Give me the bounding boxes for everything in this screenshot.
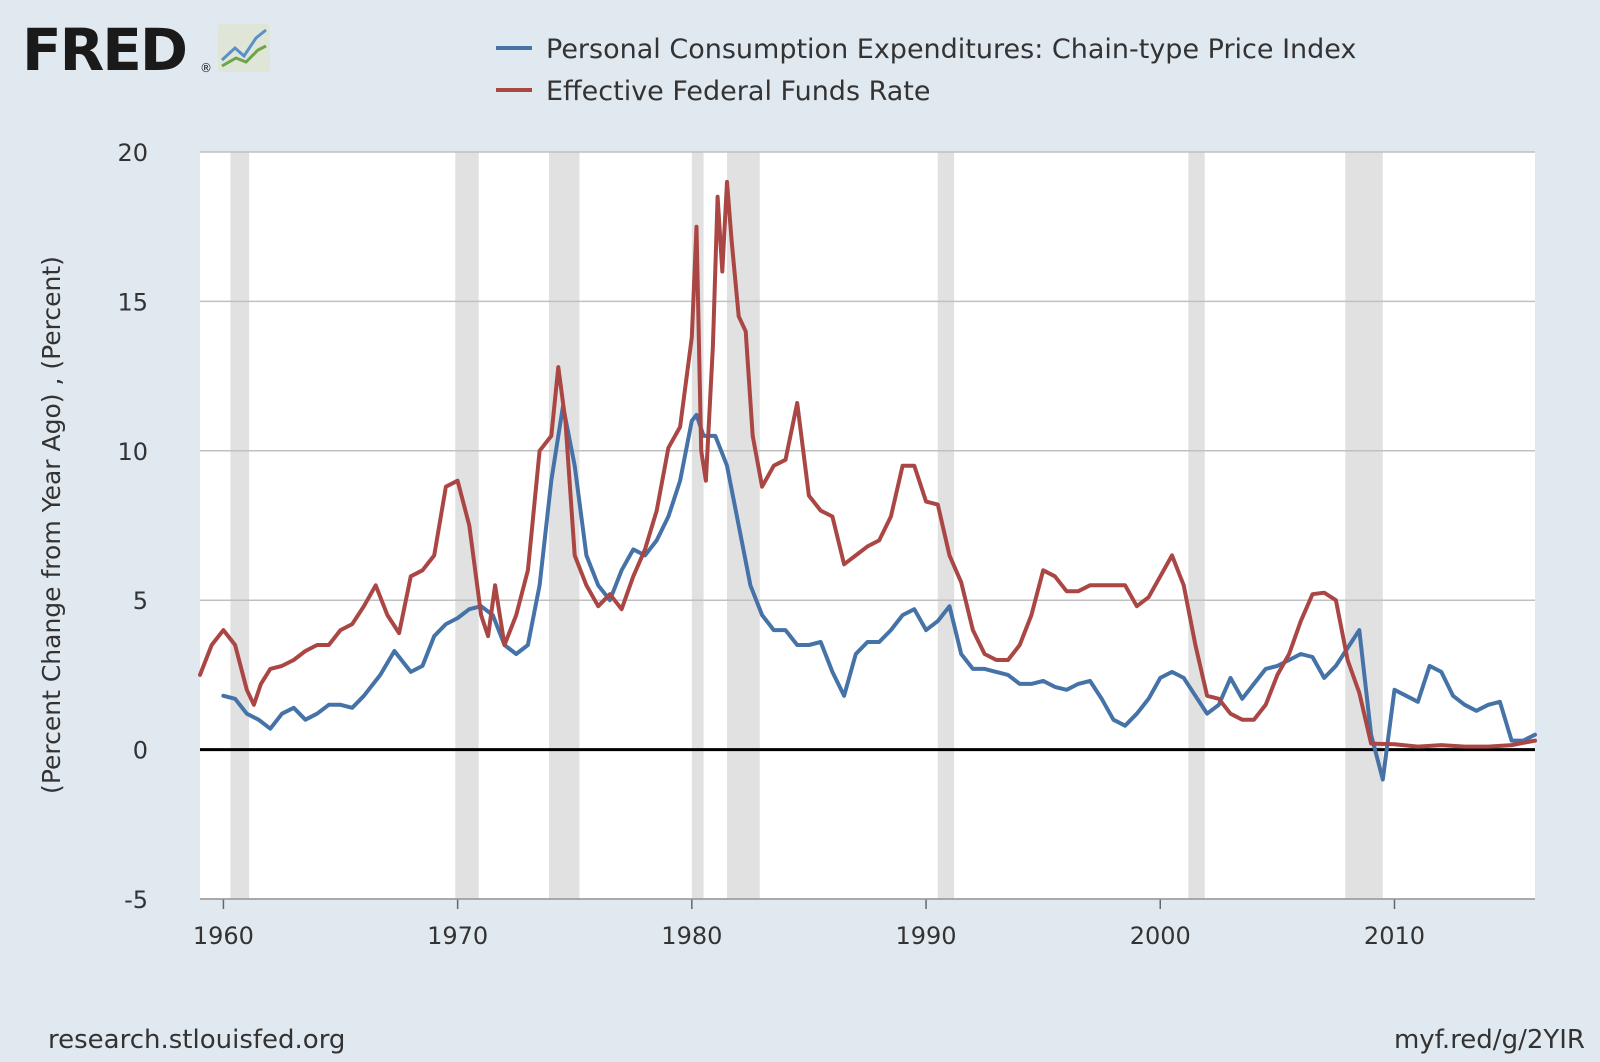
x-tick-label: 1960 — [193, 922, 254, 950]
series-line-fedfunds — [198, 179, 1537, 749]
y-tick-label: 5 — [133, 587, 148, 615]
registered-mark: ® — [200, 61, 212, 75]
plot-area — [200, 152, 1535, 899]
y-tick-label: 15 — [117, 288, 148, 316]
recession-band-2 — [548, 152, 580, 899]
fred-chart-icon — [218, 24, 270, 72]
legend-label-pce: Personal Consumption Expenditures: Chain… — [546, 34, 1356, 65]
recession-band-1 — [455, 152, 479, 899]
y-axis-ticks: -5 0 5 10 15 20 — [117, 139, 148, 914]
y-tick-label: -5 — [124, 886, 148, 914]
legend-label-fedfunds: Effective Federal Funds Rate — [546, 76, 931, 107]
x-tick-label: 1980 — [661, 922, 722, 950]
series-lines — [198, 179, 1537, 782]
x-tick-label: 2000 — [1130, 922, 1191, 950]
x-tick-label: 1970 — [427, 922, 488, 950]
x-axis-ticks: 1960 1970 1980 1990 2000 2010 — [193, 899, 1425, 950]
y-tick-label: 0 — [133, 737, 148, 765]
recession-band-6 — [1188, 152, 1205, 899]
recession-band-5 — [937, 152, 955, 899]
legend-item-pce[interactable]: Personal Consumption Expenditures: Chain… — [496, 34, 1356, 65]
y-tick-label: 20 — [117, 139, 148, 167]
recession-band-3 — [691, 152, 704, 899]
y-tick-label: 10 — [117, 438, 148, 466]
source-url[interactable]: research.stlouisfed.org — [48, 1025, 345, 1055]
fred-logo[interactable]: FRED ® — [22, 16, 270, 84]
recession-band-4 — [726, 152, 760, 899]
x-tick-label: 1990 — [896, 922, 957, 950]
fred-logo-text: FRED — [22, 16, 186, 84]
recession-band-0 — [230, 152, 250, 899]
x-tick-label: 2010 — [1364, 922, 1425, 950]
legend-item-fedfunds[interactable]: Effective Federal Funds Rate — [496, 76, 931, 107]
y-axis-label: (Percent Change from Year Ago) , (Percen… — [37, 256, 66, 794]
series-line-pce — [221, 404, 1537, 782]
recession-band-7 — [1345, 152, 1383, 899]
legend: Personal Consumption Expenditures: Chain… — [496, 34, 1356, 107]
short-link[interactable]: myf.red/g/2YIR — [1394, 1025, 1585, 1055]
